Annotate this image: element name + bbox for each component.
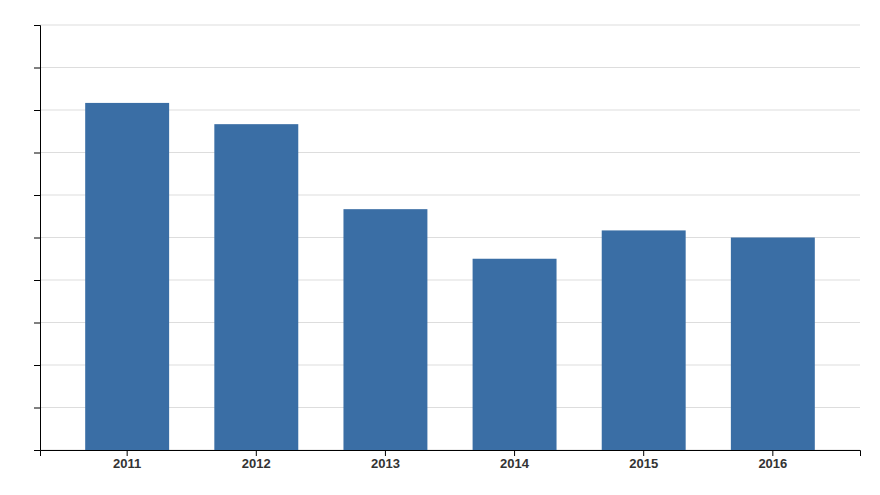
x-tick: 2013 bbox=[371, 450, 400, 471]
x-tick-mark bbox=[385, 450, 386, 456]
bar bbox=[343, 209, 427, 450]
y-tick-mark bbox=[34, 238, 40, 239]
x-tick-label: 2011 bbox=[113, 456, 141, 471]
y-tick bbox=[34, 110, 40, 111]
x-tick-label: 2013 bbox=[371, 456, 400, 471]
x-tick: 2011 bbox=[113, 450, 141, 471]
x-tick-mark bbox=[127, 450, 128, 456]
x-tick: 2014 bbox=[500, 450, 530, 471]
y-tick bbox=[34, 280, 40, 281]
y-tick bbox=[34, 450, 40, 451]
bars bbox=[85, 103, 815, 450]
x-tick-label: 2012 bbox=[242, 456, 271, 471]
y-axis-line bbox=[34, 26, 41, 451]
y-tick-mark bbox=[34, 153, 40, 154]
x-tick-mark bbox=[514, 450, 515, 456]
y-tick-mark bbox=[34, 110, 40, 111]
bar bbox=[731, 238, 815, 451]
y-tick-mark bbox=[34, 408, 40, 409]
x-tick-mark bbox=[772, 450, 773, 456]
x-tick: 2016 bbox=[758, 450, 787, 471]
y-tick bbox=[34, 323, 40, 324]
y-tick bbox=[34, 195, 40, 196]
chart: 2011 2012 2013 2014 2015 2016 bbox=[0, 0, 880, 495]
y-tick bbox=[34, 153, 40, 154]
x-axis-line bbox=[41, 451, 861, 457]
y-axis bbox=[34, 26, 41, 451]
x-tick: 2015 bbox=[629, 450, 658, 471]
grid-line bbox=[40, 67, 860, 68]
x-tick: 2012 bbox=[242, 450, 271, 471]
plot: 2011 2012 2013 2014 2015 2016 bbox=[34, 25, 861, 471]
y-tick bbox=[34, 238, 40, 239]
y-tick bbox=[34, 408, 40, 409]
bar bbox=[85, 103, 169, 450]
x-tick-label: 2016 bbox=[758, 456, 787, 471]
bar bbox=[473, 259, 557, 450]
bar bbox=[214, 124, 298, 450]
y-tick bbox=[34, 68, 40, 69]
y-tick-mark bbox=[34, 365, 40, 366]
y-tick-mark bbox=[34, 68, 40, 69]
y-tick-mark bbox=[34, 280, 40, 281]
bar bbox=[602, 230, 686, 450]
x-tick-label: 2014 bbox=[500, 456, 530, 471]
x-tick-label: 2015 bbox=[629, 456, 658, 471]
y-tick-mark bbox=[34, 323, 40, 324]
y-tick-mark bbox=[34, 195, 40, 196]
y-tick bbox=[34, 25, 40, 26]
x-tick-mark bbox=[643, 450, 644, 456]
y-tick-mark bbox=[34, 450, 40, 451]
y-tick bbox=[34, 365, 40, 366]
x-axis: 2011 2012 2013 2014 2015 2016 bbox=[41, 450, 861, 471]
grid bbox=[40, 25, 860, 450]
y-tick-mark bbox=[34, 25, 40, 26]
grid-line bbox=[40, 25, 860, 26]
x-tick-mark bbox=[256, 450, 257, 456]
